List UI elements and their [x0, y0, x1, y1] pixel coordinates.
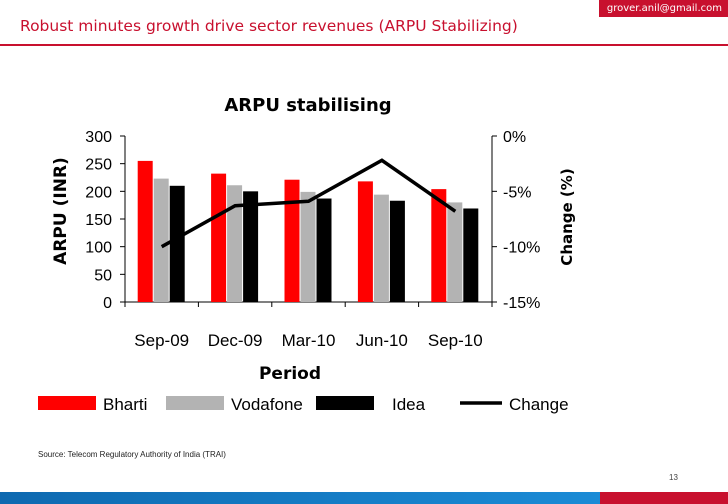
bar-vodafone	[300, 191, 316, 302]
y2-tick-label: -5%	[503, 184, 531, 201]
y-tick-label: 150	[85, 212, 112, 229]
legend-label-vodafone: Vodafone	[231, 395, 303, 414]
y-tick-label: 250	[85, 157, 112, 174]
source-note: Source: Telecom Regulatory Authority of …	[38, 450, 226, 459]
y-tick-label: 50	[94, 267, 112, 284]
legend-swatch-idea	[316, 396, 374, 410]
x-tick-label: Sep-09	[134, 331, 189, 350]
page-number: 13	[669, 473, 678, 482]
x-tick-label: Dec-09	[208, 331, 263, 350]
y2-axis-title: Change (%)	[558, 168, 576, 265]
footer-bar	[0, 492, 600, 504]
bar-vodafone	[447, 202, 463, 302]
y-tick-label: 100	[85, 240, 112, 257]
bar-idea	[316, 198, 332, 302]
legend-label-bharti: Bharti	[103, 395, 147, 414]
legend-label-idea: Idea	[392, 395, 426, 414]
bar-bharti	[284, 179, 300, 302]
legend-swatch-bharti	[38, 396, 96, 410]
y-axis-title: ARPU (INR)	[51, 157, 71, 265]
change-line	[160, 158, 457, 249]
bar-idea	[463, 208, 479, 302]
bar-vodafone	[227, 185, 243, 302]
bar-idea	[389, 200, 405, 302]
bar-bharti	[431, 189, 447, 302]
footer-bar-accent	[600, 492, 728, 504]
bar-vodafone	[153, 178, 169, 302]
y2-tick-label: -10%	[503, 240, 540, 257]
x-tick-label: Sep-10	[428, 331, 483, 350]
x-tick-label: Mar-10	[282, 331, 336, 350]
y2-tick-label: -15%	[503, 295, 540, 312]
chart-title: ARPU stabilising	[224, 95, 391, 116]
legend-label-change: Change	[509, 395, 569, 414]
bar-bharti	[357, 181, 373, 302]
y-tick-label: 200	[85, 184, 112, 201]
bar-idea	[243, 191, 259, 302]
bar-bharti	[211, 173, 227, 302]
title-divider	[0, 44, 728, 46]
slide-title: Robust minutes growth drive sector reven…	[20, 17, 518, 35]
y-tick-label: 300	[85, 129, 112, 146]
legend-swatch-vodafone	[166, 396, 224, 410]
x-axis-title: Period	[259, 364, 321, 384]
bar-vodafone	[373, 194, 389, 302]
x-tick-label: Jun-10	[356, 331, 408, 350]
email-tab: grover.anil@gmail.com	[598, 0, 728, 17]
bar-bharti	[137, 160, 153, 302]
bar-idea	[169, 185, 185, 302]
y2-tick-label: 0%	[503, 129, 526, 146]
y-tick-label: 0	[103, 295, 112, 312]
